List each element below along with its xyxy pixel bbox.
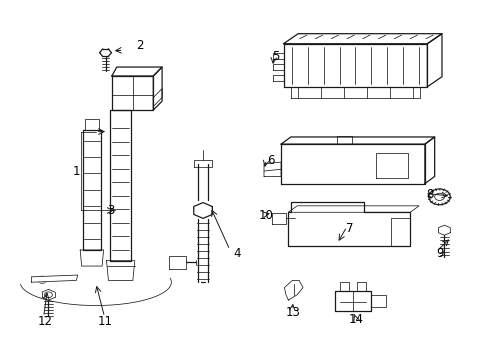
- Polygon shape: [334, 291, 370, 311]
- Polygon shape: [271, 213, 286, 224]
- Polygon shape: [356, 282, 366, 291]
- Text: 3: 3: [106, 204, 114, 217]
- Text: 7: 7: [345, 222, 352, 235]
- Polygon shape: [264, 162, 281, 176]
- Polygon shape: [288, 206, 418, 212]
- Text: 6: 6: [267, 154, 275, 167]
- Polygon shape: [82, 130, 101, 250]
- Polygon shape: [153, 67, 162, 110]
- Polygon shape: [281, 137, 434, 144]
- Polygon shape: [283, 34, 441, 44]
- Polygon shape: [168, 256, 185, 269]
- Polygon shape: [427, 34, 441, 87]
- Polygon shape: [339, 282, 348, 291]
- Polygon shape: [85, 119, 99, 130]
- Text: 14: 14: [348, 313, 364, 327]
- Polygon shape: [375, 153, 407, 178]
- Polygon shape: [193, 203, 212, 219]
- Polygon shape: [272, 53, 283, 59]
- Text: 5: 5: [272, 50, 279, 63]
- Polygon shape: [370, 295, 385, 307]
- Text: 2: 2: [136, 39, 143, 52]
- Polygon shape: [153, 89, 162, 107]
- Polygon shape: [390, 218, 409, 246]
- Polygon shape: [288, 202, 409, 246]
- Polygon shape: [438, 225, 449, 235]
- Polygon shape: [272, 64, 283, 70]
- Polygon shape: [106, 261, 135, 280]
- Polygon shape: [112, 76, 153, 110]
- Polygon shape: [272, 75, 283, 81]
- Polygon shape: [194, 159, 211, 167]
- Polygon shape: [424, 137, 434, 184]
- Polygon shape: [336, 136, 351, 144]
- Text: 4: 4: [233, 247, 241, 260]
- Polygon shape: [110, 110, 131, 261]
- Polygon shape: [283, 44, 427, 87]
- Text: 12: 12: [38, 315, 53, 328]
- Polygon shape: [112, 67, 162, 76]
- Text: 11: 11: [98, 315, 113, 328]
- Text: 9: 9: [435, 247, 443, 260]
- Polygon shape: [284, 280, 303, 300]
- Text: 8: 8: [425, 188, 432, 201]
- Polygon shape: [80, 250, 103, 266]
- Polygon shape: [31, 275, 78, 282]
- Text: 1: 1: [72, 165, 80, 177]
- Polygon shape: [290, 87, 419, 98]
- Polygon shape: [281, 144, 424, 184]
- Text: 10: 10: [259, 210, 273, 222]
- Text: 13: 13: [285, 306, 300, 319]
